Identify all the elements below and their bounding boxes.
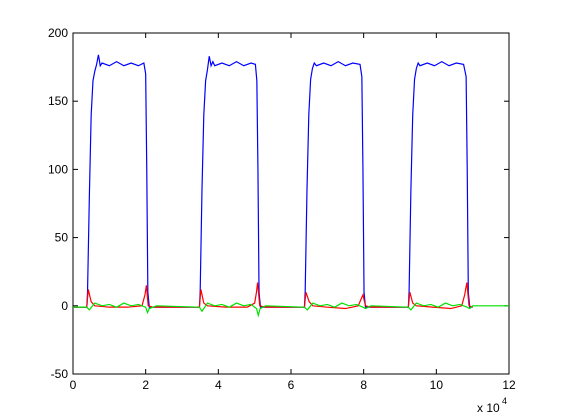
y-tick-label: 200 (48, 26, 68, 40)
x-tick-label: 2 (142, 378, 149, 392)
plot-area (72, 32, 510, 375)
x-tick-label: 10 (430, 378, 444, 392)
x-tick-label: 4 (215, 378, 222, 392)
x-multiplier-exp: 4 (502, 396, 507, 406)
y-tick-label: 150 (48, 94, 68, 108)
y-tick-label: 100 (48, 162, 68, 176)
y-tick-label: 0 (61, 299, 68, 313)
line (73, 302, 509, 318)
y-tick-label: -50 (51, 367, 69, 381)
x-tick-label: 0 (70, 378, 77, 392)
y-tick-label: 50 (55, 231, 69, 245)
x-multiplier: x 10 (477, 401, 500, 415)
line (73, 54, 473, 308)
x-tick-label: 12 (502, 378, 516, 392)
x-tick-label: 8 (360, 378, 367, 392)
x-tick-label: 6 (288, 378, 295, 392)
